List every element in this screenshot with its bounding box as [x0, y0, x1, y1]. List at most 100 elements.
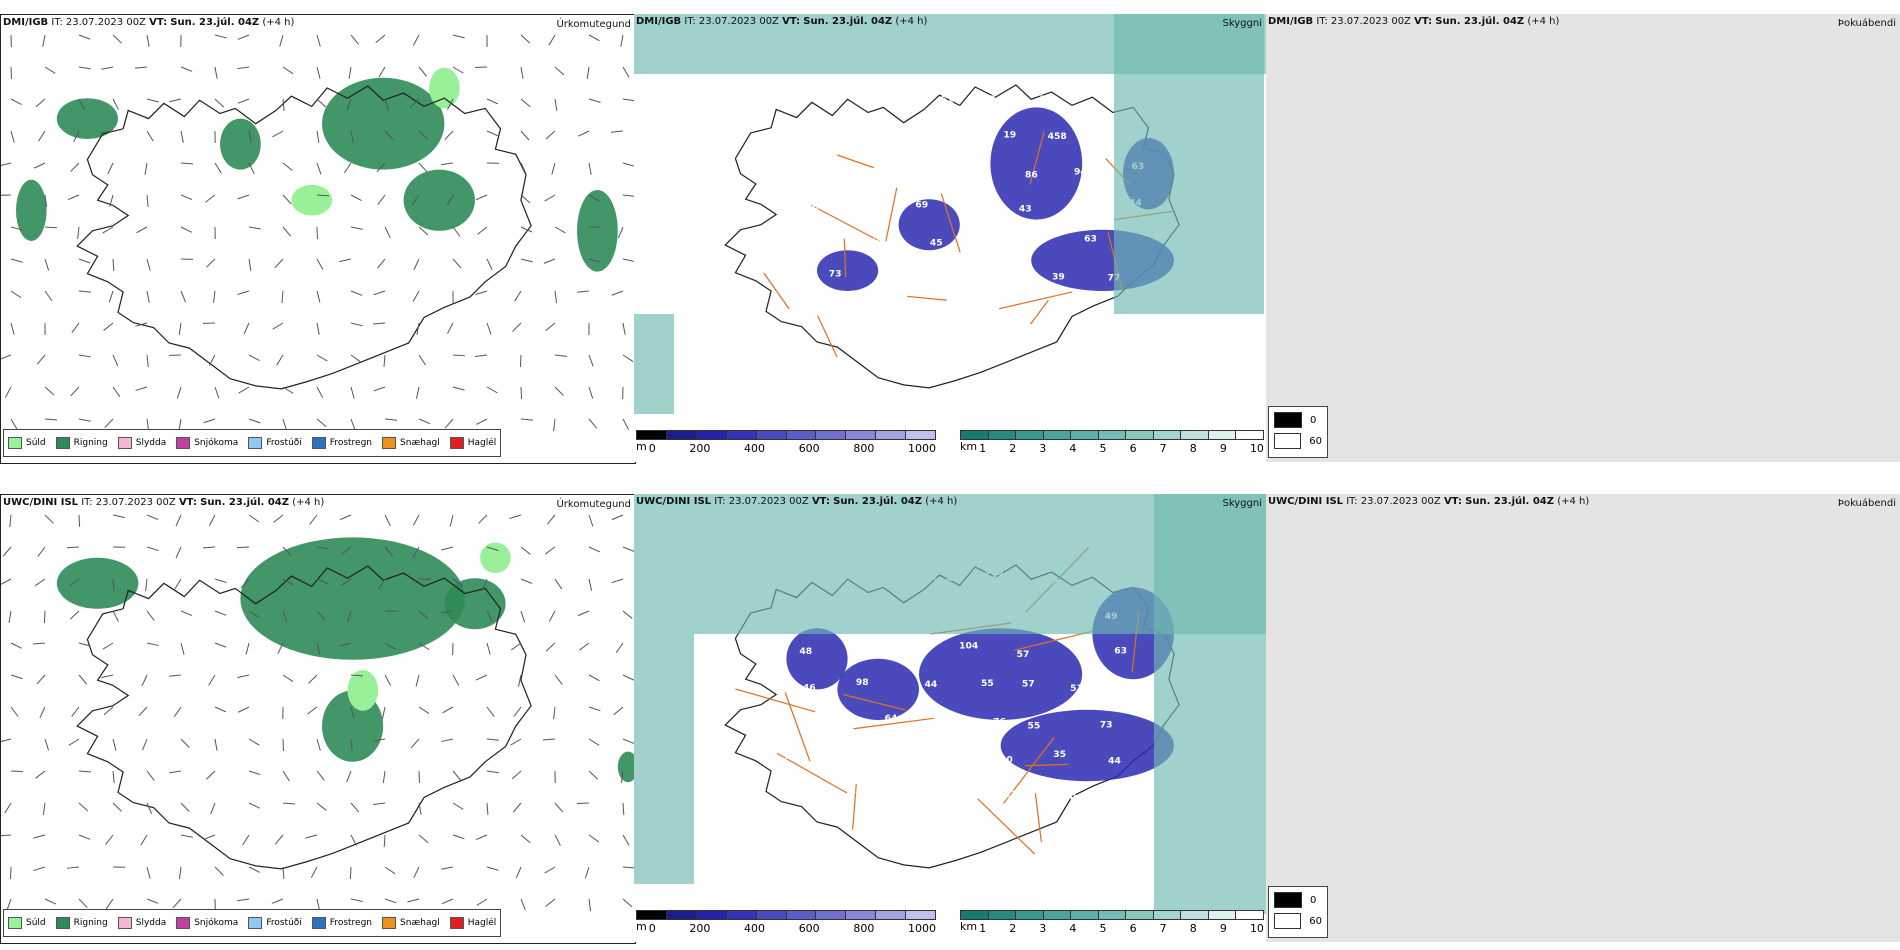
header-model: DMI/IGB [636, 16, 682, 27]
wind-barb [316, 130, 320, 143]
legend-item: Slydda [117, 917, 166, 929]
wind-barb [412, 546, 420, 558]
panel-header: UWC/DINI ISL IT: 23.07.2023 00Z VT: Sun.… [636, 496, 957, 507]
map-canvas[interactable] [1266, 14, 1900, 462]
wind-barb [180, 290, 186, 303]
scale-tick: 5 [1099, 442, 1107, 455]
header-it-value: 23.07.2023 00Z [65, 17, 146, 28]
wind-barb [350, 226, 363, 230]
visibility-label: 86 [1025, 169, 1038, 180]
wind-barb [350, 418, 356, 431]
wind-barb [452, 66, 464, 74]
wind-barb [520, 418, 533, 421]
map-canvas[interactable] [1, 15, 635, 463]
wind-barb [316, 578, 329, 585]
scale-tick: 1000 [908, 922, 936, 935]
wind-barb [136, 226, 148, 234]
wind-barb [237, 290, 250, 295]
wind-barb [452, 834, 465, 840]
wind-barb [620, 34, 624, 47]
wind-barb [68, 738, 80, 746]
scale-tick: 9 [1219, 922, 1227, 935]
rain-area [220, 118, 261, 170]
road [837, 154, 875, 169]
wind-barb [613, 706, 624, 716]
wind-barb [548, 34, 556, 46]
visibility-label: 45 [850, 786, 863, 797]
wind-barb [169, 674, 182, 677]
wind-barb [103, 322, 114, 331]
wind-barb [486, 258, 493, 271]
wind-barb [482, 578, 488, 591]
wind-barb [214, 706, 227, 713]
wind-barb [78, 674, 88, 685]
product-name: Úrkomutegund [556, 499, 631, 510]
visibility-label: 104 [959, 641, 978, 652]
wind-barb [78, 66, 91, 70]
wind-barb [169, 98, 182, 103]
scale-tick: 1 [979, 922, 987, 935]
wind-barb [343, 162, 352, 174]
visibility-label: 94 [1074, 166, 1087, 177]
visibility-label: 44 [894, 755, 907, 766]
wind-barb [273, 514, 284, 523]
wind-barb [208, 674, 216, 686]
wind-barb [418, 834, 429, 844]
sea-area [1266, 14, 1900, 462]
wind-barb [140, 834, 148, 846]
road [885, 187, 898, 242]
wind-barb [588, 34, 600, 42]
wind-barb [545, 898, 556, 907]
header-model: DMI/IGB [1268, 16, 1314, 27]
wind-barb [411, 194, 420, 206]
visibility-label: 101 [896, 308, 915, 319]
wind-barb [274, 258, 284, 269]
visibility-label: 73 [829, 269, 842, 280]
wind-barb [176, 386, 182, 399]
wind-barb [243, 322, 250, 335]
wind-barb [238, 386, 250, 394]
road [735, 688, 816, 713]
wind-barb [515, 866, 522, 879]
wind-barb [545, 322, 556, 331]
wind-barb [272, 130, 284, 138]
wind-barb [78, 418, 91, 422]
wind-barb [520, 194, 531, 204]
wind-barb [588, 706, 601, 712]
scale-tick: 7 [1159, 922, 1167, 935]
wind-barb [373, 322, 386, 325]
map-canvas[interactable] [1, 495, 635, 943]
wind-barb [347, 610, 352, 623]
wind-barb [382, 770, 386, 783]
wind-barb [78, 514, 81, 528]
wind-barb [237, 66, 250, 70]
header-vt-label: VT: [1443, 496, 1462, 507]
legend-label: Frostregn [329, 918, 373, 928]
wind-barb [486, 642, 491, 655]
wind-barb [622, 258, 635, 263]
map-canvas[interactable] [1266, 494, 1900, 942]
wind-barb [513, 706, 522, 717]
wind-barb [248, 866, 260, 873]
wind-barb [316, 386, 324, 398]
wind-barb [105, 898, 114, 910]
wind-barb [44, 226, 58, 229]
rain-area [444, 578, 506, 630]
map-canvas[interactable]: 2672891871231191131521902852972261079949… [634, 494, 1266, 942]
wind-barb [622, 322, 626, 335]
wind-barb [307, 706, 318, 715]
wind-barb [146, 610, 155, 621]
wind-barb [588, 898, 592, 911]
scale-tick: 400 [744, 922, 766, 935]
wind-barb [588, 738, 600, 746]
wind-barb [180, 738, 190, 748]
wind-barb [39, 706, 46, 719]
scale-tick: 9 [1219, 442, 1227, 455]
wind-barb [588, 258, 601, 263]
wind-barb [34, 578, 46, 587]
product-name: Úrkomutegund [556, 19, 631, 30]
product-name: Þokuábendi [1837, 18, 1896, 29]
wind-barb [477, 226, 488, 235]
wind-barb [10, 226, 23, 231]
